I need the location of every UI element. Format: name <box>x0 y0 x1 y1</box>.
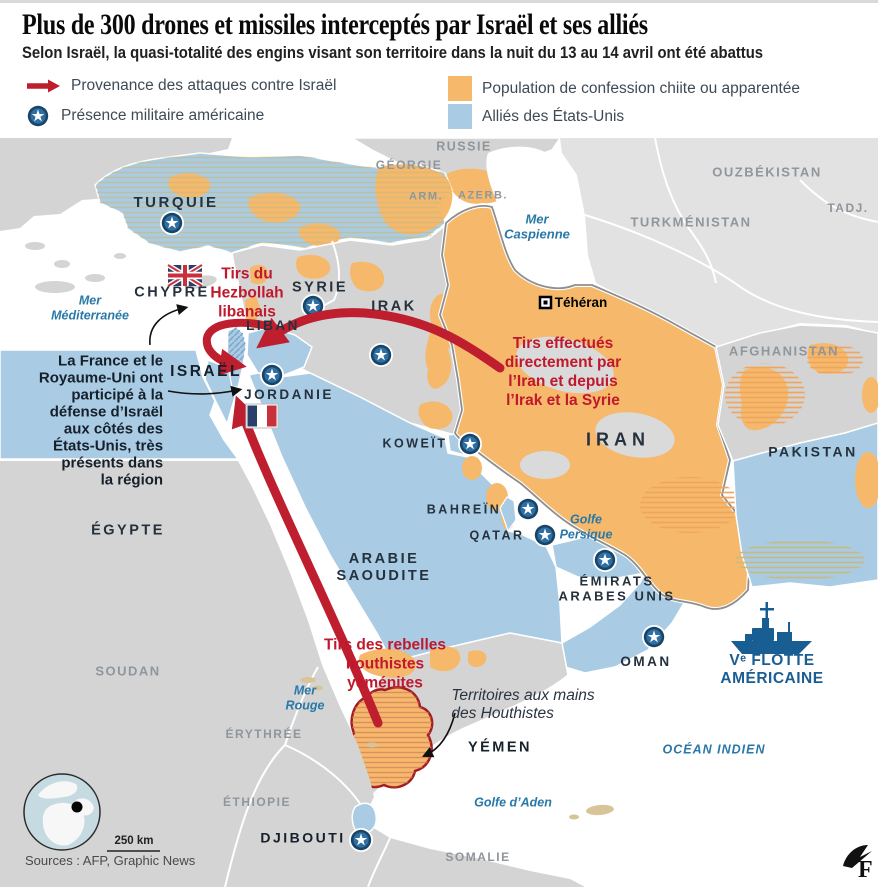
caspian-sea <box>486 146 585 288</box>
teheran-marker <box>538 295 553 310</box>
sources-text: Sources : AFP, Graphic News <box>25 853 196 868</box>
france-flag-icon <box>245 403 279 429</box>
globe-locator <box>23 773 101 851</box>
islands <box>300 677 614 820</box>
us-presence-star-icon <box>533 523 557 547</box>
svg-text:F: F <box>858 857 873 883</box>
fifth-fleet-ship-icon <box>731 602 812 654</box>
us-presence-star-icon <box>516 497 540 521</box>
region-djibouti <box>351 802 378 835</box>
attack-arrow-hezbollah <box>202 318 279 376</box>
us-presence-star-icon <box>593 548 617 572</box>
region-iran <box>437 203 753 611</box>
uk-flag-icon <box>166 262 204 289</box>
us-presence-star-icon <box>260 363 284 387</box>
region-afghanistan <box>715 324 878 462</box>
afp-logo-icon: F <box>843 845 873 883</box>
region-pakistan <box>732 377 878 588</box>
attack-arrows <box>202 308 505 728</box>
attack-arrow-houthi <box>231 395 383 728</box>
region-central-asia <box>560 137 878 347</box>
region-africa <box>0 461 585 887</box>
us-presence-star-icon <box>349 828 373 852</box>
attack-arrow-iran <box>256 308 505 373</box>
pointer-lines <box>149 304 456 758</box>
region-yemen <box>347 632 569 797</box>
top-rule <box>0 0 878 3</box>
us-presence-star-icon <box>642 625 666 649</box>
us-presence-star-icon <box>458 432 482 456</box>
region-egypt <box>0 349 240 460</box>
region-turkey <box>94 152 471 265</box>
us-presence-star-icon <box>160 211 184 235</box>
us-presence-star-icon <box>369 343 393 367</box>
